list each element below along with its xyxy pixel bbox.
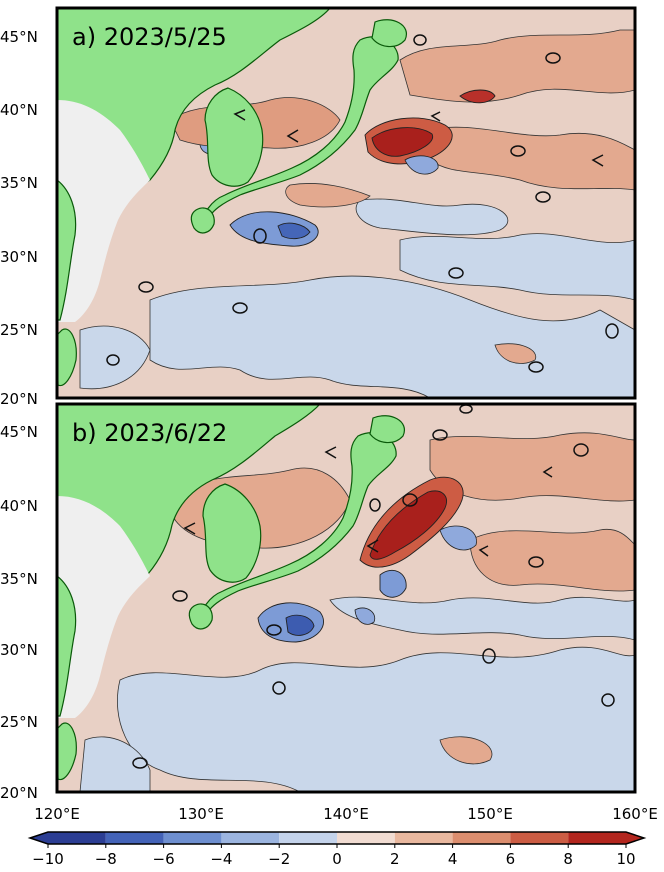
cold-anomaly-core	[404, 155, 439, 175]
colorbar: −10 −8 −6 −4 −2 0 2 4 6 8 10	[27, 831, 647, 868]
lat-tick-label: 45°N	[0, 28, 38, 46]
colorbar-tick-label: −10	[32, 850, 64, 868]
panel-b: b) 2023/6/22	[55, 402, 637, 794]
coastal-mask	[57, 496, 150, 718]
lat-axis-b: 45°N 40°N 35°N 30°N 25°N 20°N	[0, 423, 38, 802]
cool-region	[355, 198, 509, 236]
colorbar-segment	[568, 832, 644, 844]
cold-anomaly-core	[354, 607, 376, 625]
colorbar-segment	[105, 832, 164, 844]
lat-tick-label: 25°N	[0, 713, 38, 731]
lon-tick-label: 130°E	[178, 805, 224, 823]
warm-region	[429, 126, 635, 191]
colorbar-segment	[394, 832, 453, 844]
colorbar-segment	[30, 832, 106, 844]
colorbar-segment	[279, 832, 337, 844]
cold-anomaly-core	[439, 525, 477, 551]
lon-axis: 120°E 130°E 140°E 150°E 160°E	[34, 805, 658, 823]
cool-region	[149, 275, 635, 398]
arrow-markers	[183, 446, 553, 557]
contour-markers	[106, 34, 619, 373]
lon-tick-label: 140°E	[323, 805, 369, 823]
colorbar-segment	[163, 832, 222, 844]
land-kyushu	[190, 207, 215, 234]
panel-a-title: a) 2023/5/25	[72, 23, 227, 51]
warm-region	[469, 528, 635, 592]
lat-tick-label: 20°N	[0, 390, 38, 408]
lat-tick-label: 40°N	[0, 101, 38, 119]
cool-region	[79, 736, 151, 792]
cold-anomaly-core	[379, 570, 407, 598]
warm-anomaly-core	[371, 127, 434, 157]
colorbar-tick-label: 0	[332, 850, 342, 868]
warm-region	[439, 736, 493, 765]
warm-anomaly-core	[369, 490, 447, 560]
lat-tick-label: 45°N	[0, 423, 38, 441]
land-hokkaido	[371, 19, 408, 48]
lat-tick-label: 35°N	[0, 174, 38, 192]
colorbar-segment	[337, 832, 395, 844]
colorbar-tick-label: 6	[506, 850, 516, 868]
cool-region	[399, 233, 635, 301]
colorbar-segment	[221, 832, 280, 844]
contour-markers	[132, 404, 615, 769]
colorbar-tick-label: 4	[448, 850, 458, 868]
colorbar-segment	[510, 832, 569, 844]
land-hokkaido	[369, 415, 406, 444]
lon-tick-label: 160°E	[612, 805, 658, 823]
lat-axis-a: 45°N 40°N 35°N 30°N 25°N 20°N	[0, 28, 38, 408]
colorbar-tick-label: 10	[616, 850, 635, 868]
cold-anomaly-core	[285, 614, 315, 636]
panel-a-frame	[55, 6, 637, 400]
lat-tick-label: 25°N	[0, 321, 38, 339]
lat-tick-label: 30°N	[0, 641, 38, 659]
land-taiwan	[57, 328, 77, 387]
cool-region	[79, 325, 151, 390]
lon-tick-label: 120°E	[34, 805, 80, 823]
warm-anomaly-core	[459, 89, 496, 104]
land-mainland-coast	[57, 575, 77, 717]
colorbar-tick-label: −8	[95, 850, 117, 868]
lat-tick-label: 35°N	[0, 570, 38, 588]
arrow-markers	[233, 109, 604, 167]
colorbar-tick-label: 2	[390, 850, 400, 868]
colorbar-tick-label: −6	[153, 850, 175, 868]
lat-tick-label: 30°N	[0, 248, 38, 266]
colorbar-tick-label: 8	[563, 850, 573, 868]
lat-tick-label: 20°N	[0, 784, 38, 802]
lon-tick-label: 150°E	[467, 805, 513, 823]
panel-b-title: b) 2023/6/22	[72, 419, 227, 447]
lat-tick-label: 40°N	[0, 497, 38, 515]
panel-a: a) 2023/5/25	[55, 6, 637, 400]
land-korea	[204, 87, 264, 187]
warm-region	[494, 343, 537, 364]
land-taiwan	[57, 722, 77, 781]
cool-region	[117, 646, 635, 792]
land-mainland-coast	[57, 179, 77, 321]
colorbar-tick-label: −2	[268, 850, 290, 868]
land-korea	[202, 483, 262, 583]
colorbar-tick-label: −4	[210, 850, 232, 868]
cold-anomaly-core	[277, 222, 311, 240]
panel-b-frame	[55, 402, 637, 794]
warm-region	[285, 183, 371, 208]
land-kyushu	[188, 603, 213, 630]
land-japan	[201, 432, 397, 623]
colorbar-segment	[452, 832, 511, 844]
coastal-mask	[57, 100, 150, 322]
cool-region	[329, 596, 635, 641]
land-japan	[203, 36, 399, 227]
